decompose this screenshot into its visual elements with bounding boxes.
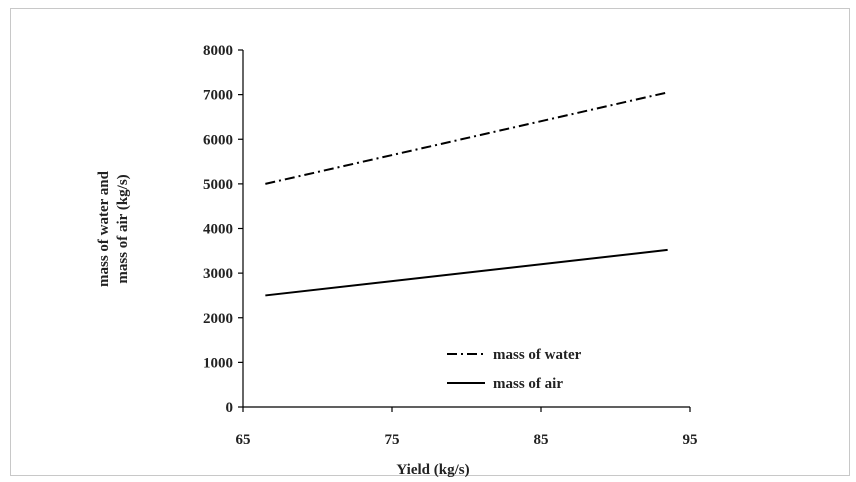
x-tick-label: 65	[236, 432, 251, 448]
y-tick-label: 3000	[203, 266, 233, 282]
y-tick-label: 4000	[203, 222, 233, 238]
y-axis-title-line-1: mass of water and	[96, 170, 112, 287]
y-tick-label: 8000	[203, 43, 233, 59]
axes	[238, 49, 691, 412]
y-tick-label: 6000	[203, 132, 233, 148]
series-line-air	[265, 248, 668, 297]
y-tick-label: 7000	[203, 88, 233, 104]
series-lines	[265, 91, 668, 297]
tick-labels: 0 1000 2000 3000 4000 5000 6000 7000 8000 65 75 85 9…	[203, 43, 698, 448]
y-tick-label: 5000	[203, 177, 233, 193]
y-tick-label: 0	[226, 400, 234, 416]
y-tick-label: 1000	[203, 355, 233, 371]
x-tick-label: 95	[683, 432, 698, 448]
series-line-water	[265, 91, 668, 185]
y-axis-title-line-2: mass of air (kg/s)	[115, 174, 131, 283]
x-axis-title: Yield (kg/s)	[396, 462, 469, 478]
legend-label-water: mass of water	[493, 347, 582, 363]
legend: mass of water mass of air	[447, 347, 582, 392]
chart-frame	[10, 8, 850, 476]
y-tick-label: 2000	[203, 311, 233, 327]
y-axis-title: mass of water and mass of air (kg/s)	[96, 170, 131, 287]
x-tick-label: 75	[385, 432, 400, 448]
legend-label-air: mass of air	[493, 376, 563, 392]
x-tick-label: 85	[534, 432, 549, 448]
